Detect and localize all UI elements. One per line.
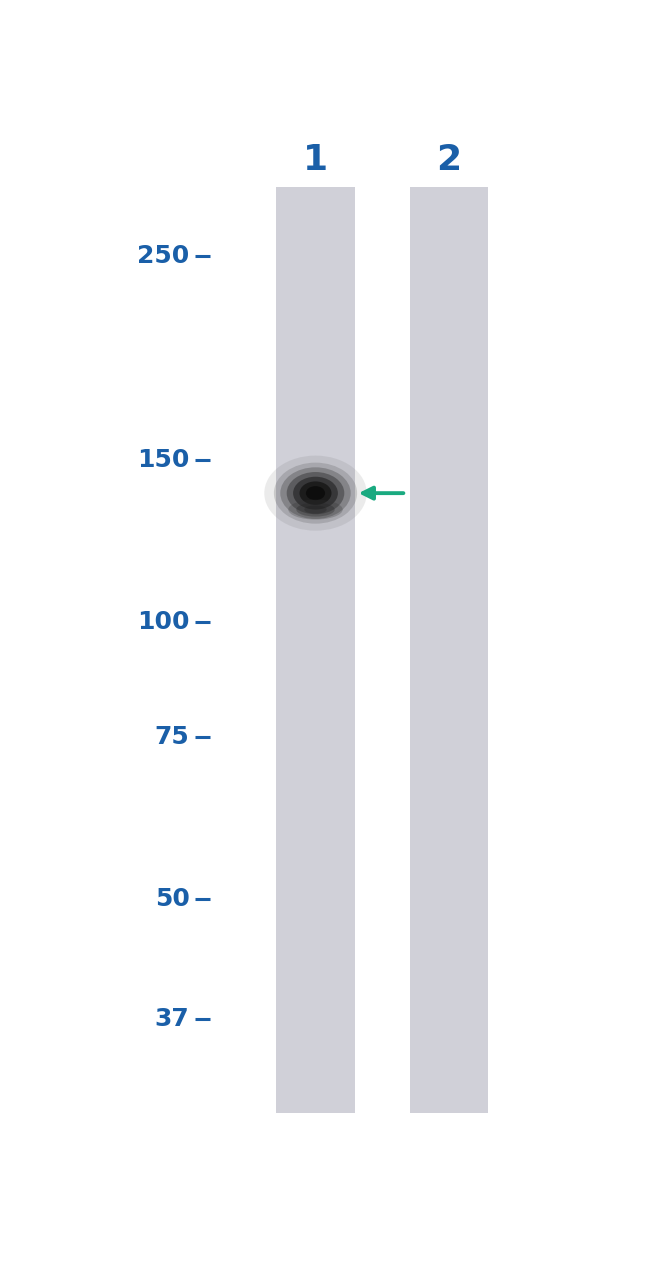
Ellipse shape	[280, 467, 351, 519]
Text: 100: 100	[137, 610, 190, 634]
Ellipse shape	[296, 503, 335, 517]
Text: 2: 2	[436, 142, 462, 177]
Ellipse shape	[306, 486, 325, 500]
Text: 150: 150	[137, 448, 190, 472]
Ellipse shape	[289, 499, 343, 519]
Text: 250: 250	[137, 244, 190, 268]
Ellipse shape	[293, 476, 338, 509]
Text: 75: 75	[155, 725, 190, 749]
Bar	[276, 187, 354, 1113]
Ellipse shape	[300, 481, 332, 505]
Ellipse shape	[304, 505, 327, 513]
Ellipse shape	[274, 462, 357, 523]
Ellipse shape	[265, 456, 367, 531]
Text: 1: 1	[303, 142, 328, 177]
Ellipse shape	[287, 472, 344, 514]
Bar	[410, 187, 488, 1113]
Text: 50: 50	[155, 886, 190, 911]
Text: 37: 37	[155, 1007, 190, 1031]
